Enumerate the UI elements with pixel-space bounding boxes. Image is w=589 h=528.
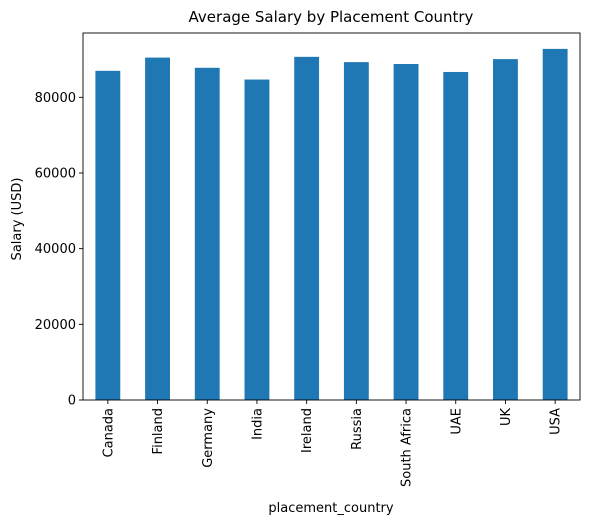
y-tick-label: 80000 xyxy=(35,91,76,106)
bar-india xyxy=(244,79,270,400)
bar-usa xyxy=(542,48,568,400)
bar-uk xyxy=(493,59,518,401)
bars-layer xyxy=(95,48,568,401)
bar-russia xyxy=(343,62,369,400)
chart-title: Average Salary by Placement Country xyxy=(189,8,474,26)
y-ticks: 0 20000 40000 60000 80000 xyxy=(35,91,83,409)
x-ticks: Canada Finland Germany India Ireland Russia So… xyxy=(101,400,564,487)
y-tick-label: 20000 xyxy=(35,318,76,333)
x-tick-label-uk: UK xyxy=(499,408,514,427)
bar-finland xyxy=(145,57,170,401)
bar-canada xyxy=(95,70,121,400)
plot-frame xyxy=(82,32,581,401)
y-tick-label: 40000 xyxy=(35,242,76,257)
bar-south-africa xyxy=(393,64,419,401)
y-tick-label: 0 xyxy=(68,394,76,409)
x-tick-label-germany: Germany xyxy=(201,408,216,468)
x-tick-label-south-africa: South Africa xyxy=(400,408,415,487)
x-tick-label-russia: Russia xyxy=(350,408,365,450)
x-tick-label-finland: Finland xyxy=(151,408,166,454)
x-tick-label-india: India xyxy=(250,408,265,440)
x-tick-label-usa: USA xyxy=(549,408,564,435)
axes-layer xyxy=(82,32,581,401)
bar-uae xyxy=(443,71,469,400)
x-tick-label-ireland: Ireland xyxy=(300,408,315,453)
x-tick-label-uae: UAE xyxy=(449,408,464,435)
y-tick-label: 60000 xyxy=(35,166,76,181)
x-tick-label-canada: Canada xyxy=(101,408,116,457)
y-axis-label: Salary (USD) xyxy=(10,178,25,261)
bar-ireland xyxy=(294,56,320,401)
bar-germany xyxy=(194,67,220,400)
x-axis-label: placement_country xyxy=(268,501,393,516)
